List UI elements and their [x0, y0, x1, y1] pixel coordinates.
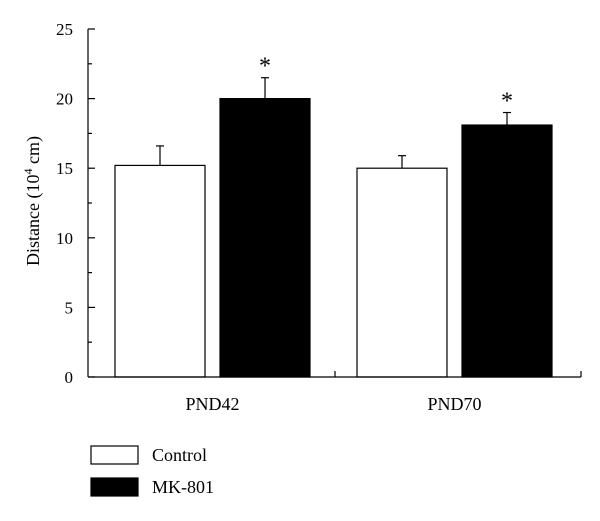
y-axis-title-superscript: 4 [21, 169, 35, 175]
y-axis-title-text: Distance (10 [23, 175, 44, 266]
y-tick-label: 20 [56, 90, 73, 109]
legend-swatch-mk-801 [90, 477, 139, 497]
bar-mk-801-pnd42 [219, 97, 311, 378]
legend: Control MK-801 [90, 445, 214, 497]
legend-label-control: Control [152, 445, 207, 465]
legend-label-mk-801: MK-801 [152, 477, 214, 497]
bar-control-pnd70 [356, 167, 448, 378]
x-axis: PND42 PND70 [88, 371, 582, 414]
x-category-label: PND70 [427, 394, 481, 414]
y-tick-label: 15 [56, 159, 73, 178]
y-tick-label: 10 [56, 229, 73, 248]
legend-swatch-control [90, 445, 139, 465]
y-tick-label: 25 [56, 20, 73, 39]
bars: ** [114, 54, 553, 378]
y-axis-title-unit: cm) [23, 136, 44, 168]
y-tick-label: 5 [65, 298, 74, 317]
y-axis-title: Distance (104 cm) [21, 136, 44, 266]
significance-marker: * [259, 54, 271, 80]
x-category-label: PND42 [185, 394, 239, 414]
bar-mk-801-pnd70 [461, 124, 553, 378]
y-tick-label: 0 [65, 368, 74, 387]
bar-control-pnd42 [114, 164, 206, 378]
y-axis: 0 5 10 15 20 25 [56, 20, 95, 387]
significance-marker: * [501, 89, 513, 115]
